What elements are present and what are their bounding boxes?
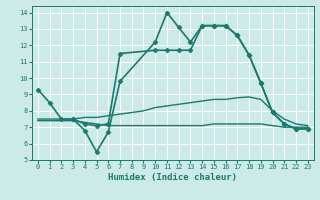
X-axis label: Humidex (Indice chaleur): Humidex (Indice chaleur) [108,173,237,182]
